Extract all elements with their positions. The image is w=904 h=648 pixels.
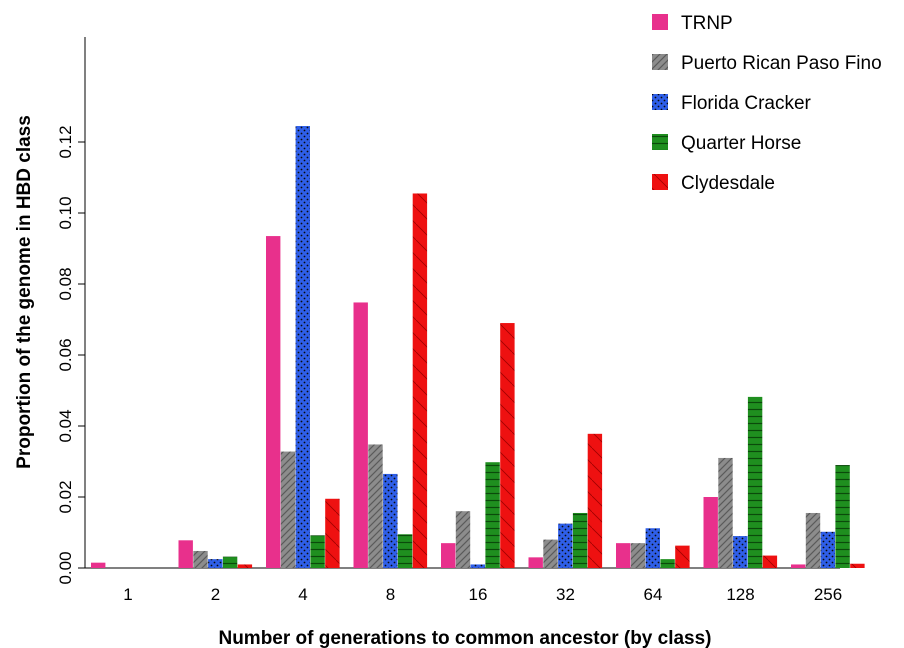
bar-florida-cracker-256 (820, 531, 835, 568)
x-tick-label: 256 (814, 585, 842, 604)
bar-trnp-256 (791, 564, 806, 568)
x-tick-label: 64 (644, 585, 663, 604)
bar-puerto-rican-paso-fino-32 (543, 539, 558, 568)
plot-area: 0.000.020.040.060.080.100.12 1 2 4 8 16 32 64 1… (56, 37, 865, 604)
bar-puerto-rican-paso-fino-256 (805, 512, 821, 568)
bar-trnp-8 (353, 302, 368, 568)
x-tick-label: 128 (726, 585, 754, 604)
y-axis-title: Proportion of the genome in HBD class (14, 115, 35, 469)
bar-quarter-horse-32 (572, 512, 588, 568)
legend-label: Florida Cracker (681, 93, 812, 114)
bar-trnp-4 (266, 236, 281, 568)
bar-florida-cracker-64 (645, 528, 660, 568)
legend-swatch (652, 94, 668, 110)
bar-florida-cracker-128 (733, 536, 748, 568)
bar-quarter-horse-2 (222, 556, 238, 568)
y-tick-label: 0.12 (56, 125, 75, 158)
bar-quarter-horse-4 (310, 535, 325, 568)
x-tick-label: 16 (469, 585, 488, 604)
x-tick-label: 2 (211, 585, 220, 604)
bar-puerto-rican-paso-fino-2 (193, 550, 208, 568)
legend-swatch (652, 54, 668, 70)
bars (91, 126, 865, 569)
x-tick-label: 1 (123, 585, 132, 604)
legend-label: Clydesdale (681, 173, 775, 194)
legend-swatch (652, 14, 668, 30)
bar-clydesdale-256 (850, 563, 865, 568)
x-tick-label: 32 (556, 585, 575, 604)
x-tick-label: 8 (386, 585, 395, 604)
legend-swatch (652, 174, 668, 190)
bar-quarter-horse-64 (660, 559, 675, 569)
bar-quarter-horse-128 (747, 396, 763, 568)
y-tick-label: 0.04 (56, 409, 75, 442)
bar-clydesdale-4 (325, 498, 340, 568)
y-tick-label: 0.02 (56, 480, 75, 513)
bar-quarter-horse-8 (397, 534, 413, 568)
bar-florida-cracker-8 (383, 473, 398, 568)
bar-trnp-32 (528, 557, 543, 568)
bar-trnp-64 (616, 543, 631, 568)
bar-puerto-rican-paso-fino-16 (455, 511, 471, 568)
y-tick-label: 0.00 (56, 551, 75, 584)
y-tick-label: 0.08 (56, 267, 75, 300)
y-axis-ticks: 0.00 0.02 0.04 0.06 0.08 0.10 0.12 (56, 125, 85, 585)
bar-trnp-16 (441, 543, 456, 568)
x-axis-tick-labels: 1 2 4 8 16 32 64 128 256 (123, 585, 842, 604)
bar-trnp-1 (91, 562, 106, 568)
bar-puerto-rican-paso-fino-64 (630, 543, 646, 568)
bar-clydesdale-2 (237, 564, 253, 568)
y-tick-label: 0.10 (56, 196, 75, 229)
legend: TRNP Puerto Rican Paso Fino Florida Cracke… (652, 13, 882, 194)
bar-puerto-rican-paso-fino-128 (718, 457, 733, 568)
bar-clydesdale-128 (762, 555, 778, 568)
bar-quarter-horse-16 (485, 462, 500, 568)
legend-label: TRNP (681, 13, 733, 34)
bar-quarter-horse-256 (835, 465, 850, 568)
bar-clydesdale-8 (412, 193, 428, 569)
bar-puerto-rican-paso-fino-4 (280, 451, 296, 568)
bar-clydesdale-64 (675, 545, 690, 568)
bar-clydesdale-32 (587, 433, 603, 568)
bar-trnp-2 (178, 540, 193, 568)
y-tick-label: 0.06 (56, 338, 75, 371)
x-axis-title: Number of generations to common ancestor… (218, 628, 711, 648)
bar-puerto-rican-paso-fino-8 (368, 444, 383, 568)
bar-florida-cracker-16 (470, 564, 485, 568)
x-tick-label: 4 (298, 585, 307, 604)
legend-label: Puerto Rican Paso Fino (681, 53, 882, 74)
legend-swatch (652, 134, 668, 150)
bar-florida-cracker-2 (208, 559, 223, 569)
bar-florida-cracker-4 (295, 126, 310, 569)
bar-clydesdale-16 (500, 323, 515, 568)
bar-florida-cracker-32 (558, 523, 573, 569)
bar-trnp-128 (703, 497, 718, 568)
legend-label: Quarter Horse (681, 133, 801, 154)
